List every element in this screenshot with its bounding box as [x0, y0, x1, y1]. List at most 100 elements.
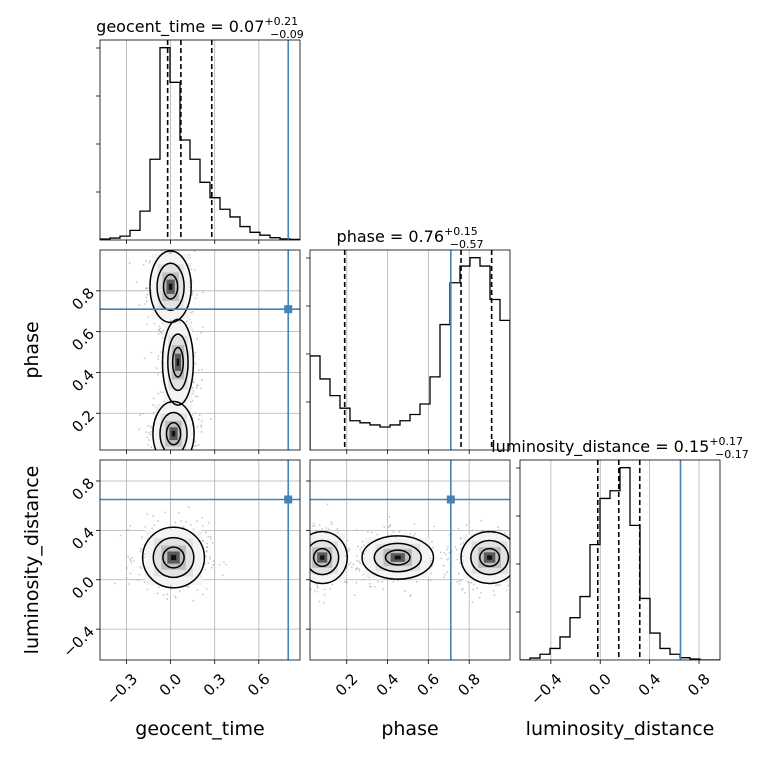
contour-line — [161, 318, 195, 406]
sample-point — [315, 529, 318, 532]
sample-point — [360, 550, 363, 553]
contour-line — [470, 539, 510, 576]
sample-point — [487, 531, 490, 534]
sample-point — [382, 588, 385, 591]
sample-point — [196, 395, 199, 398]
sample-point — [139, 565, 142, 568]
sample-point — [157, 586, 160, 589]
contour-line — [460, 530, 510, 585]
sample-point — [458, 582, 461, 585]
sample-point — [480, 591, 483, 594]
histogram-phase — [310, 257, 510, 450]
sample-point — [316, 590, 319, 593]
sample-point — [504, 532, 506, 534]
sample-point — [207, 562, 210, 564]
sample-point — [409, 595, 412, 597]
sample-point — [206, 546, 208, 549]
sample-point — [355, 559, 358, 562]
sample-point — [128, 262, 131, 265]
sample-point — [397, 579, 399, 582]
sample-point — [388, 524, 391, 527]
sample-point — [132, 559, 135, 562]
sample-point — [140, 567, 142, 570]
sample-point — [180, 520, 182, 522]
sample-point — [205, 550, 208, 553]
sample-point — [495, 584, 497, 587]
sample-point — [205, 531, 207, 534]
sample-point — [347, 563, 350, 566]
sample-point — [209, 538, 212, 540]
y-axis-label-phase: phase — [21, 321, 43, 378]
sample-point — [145, 431, 148, 433]
density-cell — [176, 358, 180, 366]
sample-point — [446, 548, 448, 551]
density-cell — [168, 283, 173, 290]
sample-point — [150, 430, 153, 433]
sample-point — [166, 593, 169, 596]
truth-marker — [284, 305, 293, 314]
sample-point — [190, 321, 193, 324]
sample-point — [193, 355, 196, 358]
sample-point — [458, 579, 461, 582]
sample-point — [139, 550, 142, 553]
sample-point — [147, 443, 150, 446]
sample-point — [189, 524, 192, 526]
sample-point — [462, 555, 464, 558]
hist-panel-geocent_time: geocent_time = 0.07+0.21 −0.09 — [96, 15, 304, 244]
sample-point — [359, 548, 362, 551]
sample-point — [325, 527, 327, 529]
sample-point — [155, 367, 158, 370]
sample-point — [209, 558, 212, 560]
contour-line — [310, 530, 348, 585]
sample-point — [459, 543, 462, 546]
sample-point — [212, 560, 215, 562]
sample-point — [201, 525, 204, 527]
contour-line — [310, 539, 340, 576]
sample-point — [446, 571, 449, 574]
contour-line — [361, 535, 435, 580]
sample-point — [362, 578, 365, 581]
sample-point — [493, 594, 496, 597]
contour-line — [171, 346, 184, 378]
sample-point — [392, 580, 395, 583]
sample-point — [505, 589, 508, 592]
sample-point — [157, 392, 160, 395]
sample-point — [194, 395, 197, 398]
sample-point — [191, 292, 194, 295]
joint-geocent_time-phase-frame — [99, 249, 301, 451]
sample-point — [138, 304, 141, 307]
sample-point — [345, 554, 347, 557]
sample-point — [152, 404, 154, 406]
sample-point — [196, 520, 198, 523]
sample-point — [140, 548, 143, 551]
sample-point — [355, 568, 358, 570]
sample-point — [152, 515, 154, 517]
hist-geocent_time-frame — [99, 39, 301, 241]
sample-point — [142, 264, 145, 266]
sample-point — [461, 587, 464, 590]
contour-line — [159, 411, 188, 450]
sample-point — [161, 332, 164, 335]
sample-point — [472, 583, 475, 586]
sample-point — [358, 560, 360, 563]
sample-point — [218, 563, 221, 566]
sample-point — [159, 330, 162, 333]
sample-point — [460, 579, 463, 582]
sample-point — [201, 369, 204, 371]
sample-point — [457, 572, 460, 575]
sample-point — [446, 558, 448, 561]
sample-point — [439, 551, 442, 554]
sample-point — [191, 387, 194, 390]
contour-line — [152, 400, 195, 450]
sample-point — [373, 585, 376, 588]
sample-point — [320, 528, 323, 530]
sample-point — [126, 567, 128, 569]
hist-luminosity_distance-frame — [519, 459, 721, 661]
sample-point — [192, 381, 194, 383]
sample-point — [198, 414, 201, 417]
sample-point — [129, 557, 131, 560]
sample-point — [323, 588, 326, 591]
sample-point — [205, 588, 208, 590]
sample-point — [146, 436, 149, 439]
